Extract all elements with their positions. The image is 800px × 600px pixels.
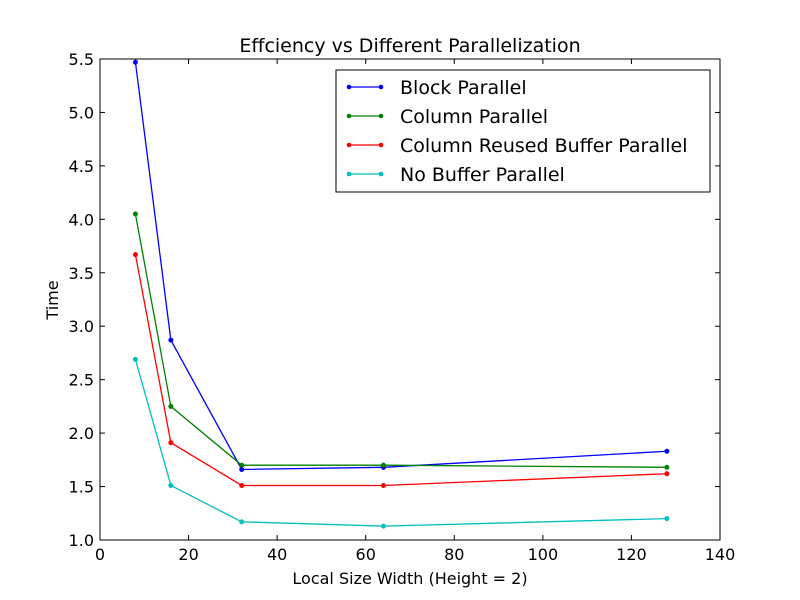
legend-marker <box>378 142 384 148</box>
legend-marker <box>346 84 352 90</box>
data-point <box>664 448 670 454</box>
y-tick-label: 3.5 <box>69 264 94 283</box>
legend-label: No Buffer Parallel <box>400 164 565 186</box>
x-tick-label: 80 <box>444 545 464 564</box>
x-tick-label: 120 <box>616 545 647 564</box>
data-point <box>168 337 174 343</box>
y-tick-label: 4.0 <box>69 210 94 229</box>
series-3 <box>132 252 670 489</box>
y-tick-label: 1.5 <box>69 478 94 497</box>
legend-label: Column Parallel <box>400 106 548 128</box>
y-tick-label: 4.5 <box>69 157 94 176</box>
data-point <box>132 356 138 362</box>
legend-item: No Buffer Parallel <box>346 164 565 186</box>
data-point <box>239 482 245 489</box>
data-point <box>664 516 670 522</box>
data-point <box>168 403 174 409</box>
series-line <box>134 213 667 468</box>
plot-area <box>99 58 721 541</box>
legend-item: Block Parallel <box>346 77 527 99</box>
data-point <box>664 471 670 477</box>
data-point <box>239 466 245 473</box>
data-point <box>239 462 245 468</box>
y-tick-label: 5.0 <box>69 103 94 122</box>
y-tick-label: 1.0 <box>69 531 94 550</box>
x-tick-label: 40 <box>267 545 287 564</box>
data-point <box>380 482 386 489</box>
legend: Block Parallel Column Parallel Column Reus… <box>335 69 711 193</box>
y-axis-label: Time <box>43 280 62 320</box>
data-point <box>380 523 386 529</box>
data-point <box>664 464 670 470</box>
data-point <box>380 462 386 468</box>
y-tick-label: 2.0 <box>69 424 94 443</box>
data-point <box>132 252 138 258</box>
legend-marker <box>346 142 352 148</box>
x-tick-label: 140 <box>705 545 736 564</box>
legend-item: Column Parallel <box>346 106 548 128</box>
y-tick-label: 2.5 <box>69 371 94 390</box>
legend-marker <box>378 171 384 177</box>
legend-marker <box>378 84 384 90</box>
series-4 <box>132 356 670 529</box>
x-tick-label: 100 <box>528 545 559 564</box>
legend-item: Column Reused Buffer Parallel <box>346 135 688 157</box>
chart-title: Effciency vs Different Parallelization <box>239 35 580 57</box>
plot-frame <box>99 58 721 541</box>
axis-ticks: 0 20 40 60 80 100 120 140 1.0 1.5 2.0 2.5 3.0 3.5 4.0 4… <box>69 50 736 564</box>
data-point <box>132 59 138 65</box>
x-axis-label: Local Size Width (Height = 2) <box>292 569 527 588</box>
y-tick-label: 3.0 <box>69 317 94 336</box>
legend-label: Column Reused Buffer Parallel <box>400 135 688 157</box>
legend-marker <box>346 113 352 119</box>
legend-marker <box>346 171 352 177</box>
data-point <box>132 211 138 217</box>
data-point <box>168 482 174 489</box>
data-point <box>239 519 245 525</box>
legend-box <box>335 69 711 193</box>
series-line <box>134 254 667 487</box>
legend-label: Block Parallel <box>400 77 527 99</box>
series-2 <box>132 211 670 470</box>
x-tick-label: 60 <box>356 545 376 564</box>
data-point <box>168 440 174 446</box>
legend-marker <box>378 113 384 119</box>
x-tick-label: 0 <box>95 545 105 564</box>
y-tick-label: 5.5 <box>69 50 94 69</box>
x-tick-label: 20 <box>178 545 198 564</box>
